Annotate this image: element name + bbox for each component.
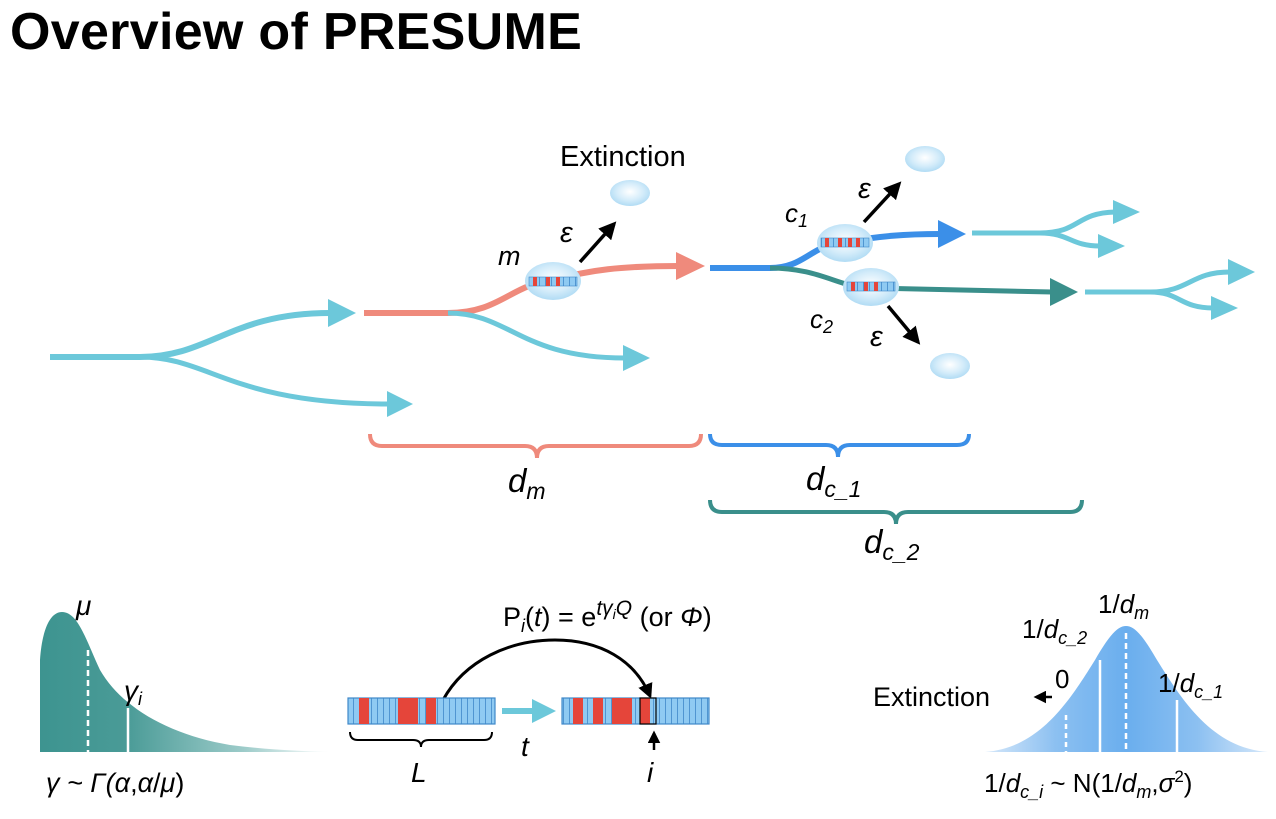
- zero-label: 0: [1055, 664, 1069, 694]
- root-lower-branch: [139, 354, 391, 407]
- child1-label: c1: [785, 198, 808, 231]
- inv-dc2-label: 1/dc_2: [1022, 614, 1087, 648]
- dm-label: dm: [508, 462, 546, 504]
- gamma-distribution-panel: μ γi γ ~ Γ(α,α/μ): [40, 590, 330, 798]
- mutation-arc: [441, 638, 653, 701]
- extinct-cell: [610, 180, 650, 206]
- extinct-cell: [930, 353, 970, 379]
- t-label: t: [521, 731, 530, 762]
- mother-cell: [525, 262, 581, 300]
- epsilon-label: ε: [870, 321, 884, 353]
- epsilon-label: ε: [560, 217, 574, 249]
- child1-descendants-lower: [1039, 230, 1101, 249]
- child1-cell: [817, 224, 873, 262]
- arrowhead: [1211, 296, 1238, 320]
- child2-descendants-lower: [1149, 289, 1214, 311]
- arrowhead: [938, 220, 966, 248]
- normal-distribution-panel: 1/dm 1/dc_2 1/dc_1 0 Extinction 1/dc_i ~…: [873, 589, 1268, 802]
- arrowhead: [1228, 259, 1255, 285]
- arrowhead: [1050, 278, 1078, 306]
- dc2-label: dc_2: [864, 523, 920, 565]
- child2-cell: [843, 268, 899, 306]
- i-label: i: [647, 757, 654, 788]
- extinct-cell: [905, 146, 945, 172]
- arrowhead: [1113, 200, 1140, 224]
- brace-dc2: [708, 499, 1084, 525]
- child1-descendants: [972, 209, 1116, 236]
- child2-lineage: [769, 265, 1053, 295]
- arrowhead: [676, 252, 705, 280]
- brace-dc1: [708, 433, 971, 458]
- child2-label: c2: [810, 304, 833, 337]
- arrowhead: [623, 345, 650, 371]
- page-title: Overview of PRESUME: [10, 3, 583, 61]
- dna-sequence-before: [347, 697, 496, 725]
- arrowhead: [1098, 234, 1125, 258]
- root-branch: [50, 310, 331, 360]
- epsilon-label: ε: [858, 173, 872, 205]
- mother-lineage: [364, 263, 681, 316]
- arrowhead: [387, 391, 413, 417]
- arrowhead: [328, 299, 356, 327]
- lineage-tree: [50, 200, 1255, 417]
- gamma-formula: γ ~ Γ(α,α/μ): [46, 768, 184, 798]
- L-label: L: [411, 757, 427, 788]
- mutation-panel: Pi(t) = etγiQ (or Φ) L t i: [347, 597, 712, 788]
- mutation-formula: Pi(t) = etγiQ (or Φ): [503, 597, 712, 636]
- brace-L: [349, 731, 493, 748]
- dc1-label: dc_1: [806, 460, 861, 502]
- child2-descendants: [1085, 269, 1231, 295]
- extinction-label: Extinction: [560, 141, 686, 173]
- arrowhead: [532, 699, 556, 723]
- inv-dm-label: 1/dm: [1098, 589, 1149, 623]
- inv-dc1-label: 1/dc_1: [1158, 668, 1223, 702]
- mu-label: μ: [75, 590, 91, 621]
- mother-label: m: [498, 241, 521, 271]
- extinction-arrow: [578, 221, 617, 264]
- extinction-arrow: [886, 304, 921, 345]
- normal-formula: 1/dc_i ~ N(1/dm,σ2): [984, 767, 1192, 802]
- extinction-label: Extinction: [873, 682, 990, 712]
- extinction-arrow: [862, 181, 902, 224]
- sister-branch: [447, 310, 626, 361]
- gamma-curve: [40, 612, 330, 752]
- brace-dm: [368, 433, 703, 459]
- dna-sequence-after: [561, 697, 710, 725]
- gamma-i-label: γi: [124, 675, 143, 709]
